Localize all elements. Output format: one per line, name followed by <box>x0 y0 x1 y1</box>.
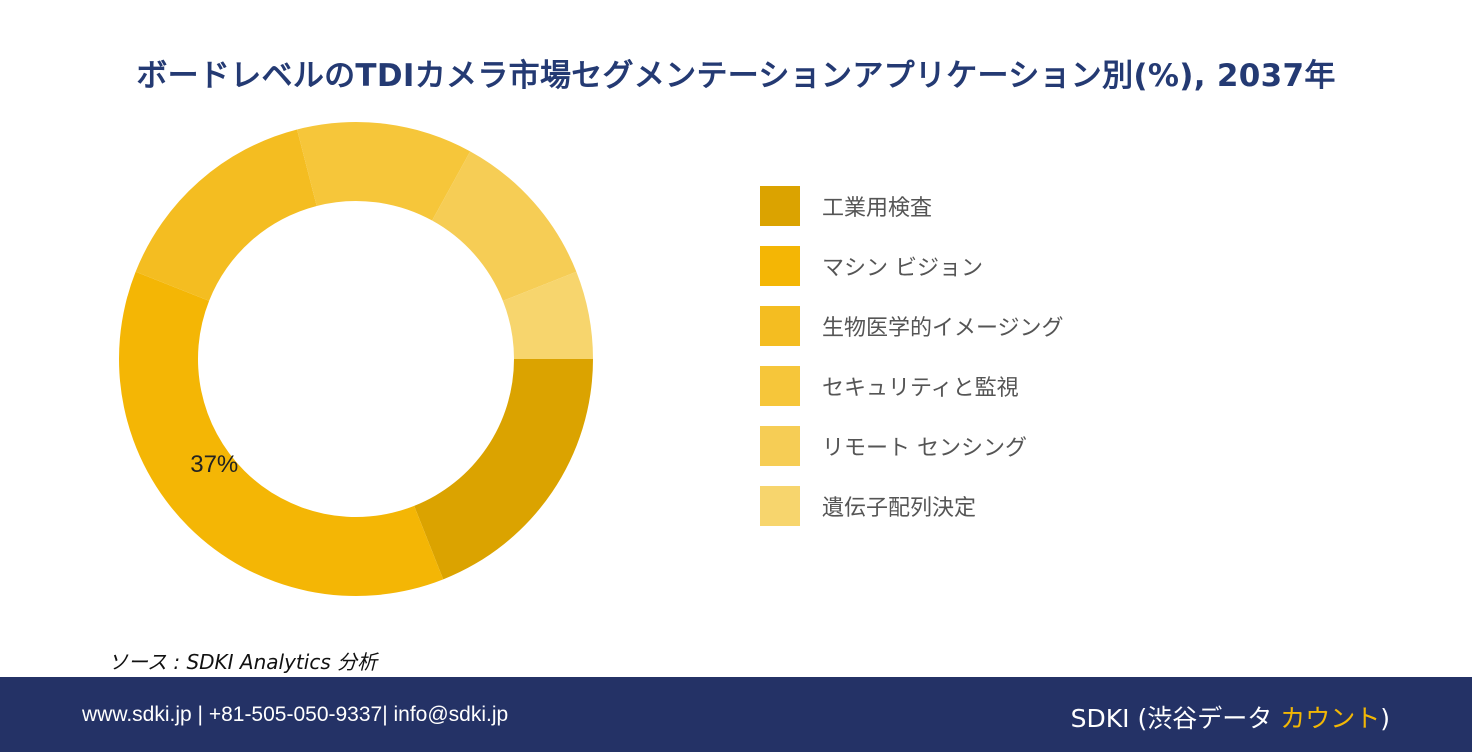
legend-item: リモート センシング <box>760 426 1064 466</box>
brand-logo: SDKI (渋谷データ カウント) <box>1071 699 1390 735</box>
legend-label: マシン ビジョン <box>822 256 983 281</box>
donut-slices <box>119 122 593 596</box>
brand-accent: カウント <box>1280 704 1381 733</box>
donut-slice <box>297 122 471 221</box>
donut-slice <box>432 151 577 301</box>
legend-label: 工業用検査 <box>822 196 933 221</box>
legend-swatch <box>760 366 800 406</box>
legend-label: リモート センシング <box>822 436 1027 461</box>
donut-slice <box>414 359 593 580</box>
legend-swatch <box>760 486 800 526</box>
donut-labels: 37% <box>190 451 238 478</box>
brand-prefix: SDKI (渋谷データ <box>1070 704 1281 733</box>
legend-label: 生物医学的イメージング <box>822 316 1064 341</box>
legend-item: 生物医学的イメージング <box>760 306 1064 346</box>
donut-slice <box>502 271 593 359</box>
brand-suffix: ) <box>1380 704 1390 733</box>
legend-item: 遺伝子配列決定 <box>760 486 1064 526</box>
donut-slice <box>119 271 444 596</box>
slice-value-label: 37% <box>190 451 238 478</box>
chart-legend: 工業用検査 マシン ビジョン 生物医学的イメージング セキュリティと監視 リモー… <box>760 186 1064 546</box>
legend-item: セキュリティと監視 <box>760 366 1064 406</box>
legend-swatch <box>760 306 800 346</box>
donut-chart: 37% <box>119 122 593 596</box>
contact-info: www.sdki.jp | +81-505-050-9337| info@sdk… <box>82 703 509 726</box>
legend-item: 工業用検査 <box>760 186 1064 226</box>
legend-label: セキュリティと監視 <box>822 376 1019 401</box>
legend-swatch <box>760 426 800 466</box>
chart-title: ボードレベルのTDIカメラ市場セグメンテーションアプリケーション別(%), 20… <box>136 58 1336 94</box>
legend-swatch <box>760 186 800 226</box>
legend-label: 遺伝子配列決定 <box>822 496 977 521</box>
footer-bar: www.sdki.jp | +81-505-050-9337| info@sdk… <box>0 677 1472 752</box>
legend-swatch <box>760 246 800 286</box>
source-note: ソース : SDKI Analytics 分析 <box>108 650 378 674</box>
legend-item: マシン ビジョン <box>760 246 1064 286</box>
donut-slice <box>135 129 317 301</box>
